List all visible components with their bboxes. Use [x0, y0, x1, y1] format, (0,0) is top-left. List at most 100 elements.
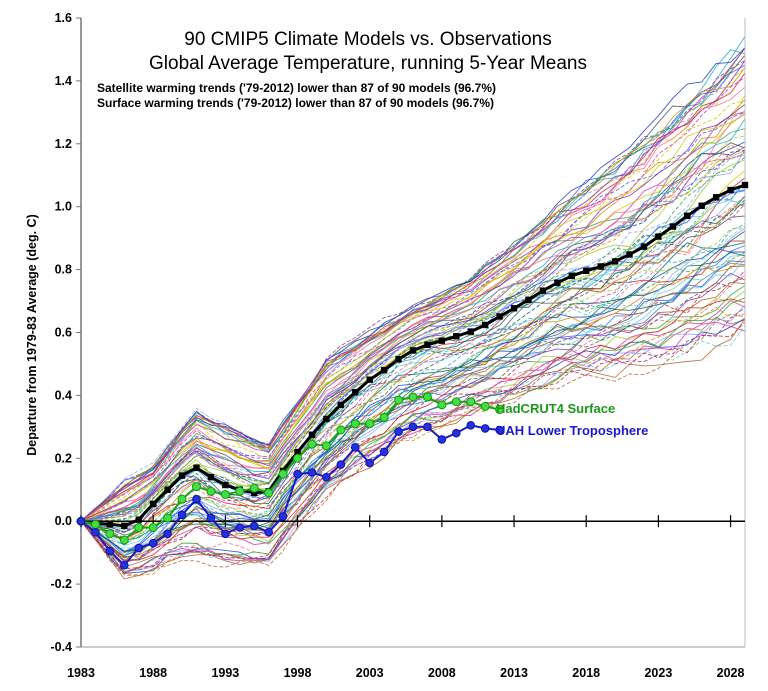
model-line — [80, 200, 746, 530]
hadcrut4-point — [119, 535, 129, 545]
model-line — [80, 154, 746, 522]
model-line — [80, 48, 746, 522]
model-line — [80, 94, 746, 522]
x-tick-label: 2023 — [644, 666, 672, 680]
model-mean-point — [525, 296, 532, 303]
uah-point — [394, 427, 403, 436]
model-line — [80, 298, 746, 561]
uah-point — [408, 422, 418, 432]
model-mean-point — [149, 500, 157, 508]
model-mean-point — [337, 401, 345, 409]
hadcrut4-point — [408, 392, 418, 402]
model-mean-point — [712, 194, 720, 201]
y-tick-label: 1.2 — [55, 137, 72, 151]
model-line — [80, 226, 746, 543]
uah-point — [437, 435, 447, 444]
hadcrut4-point — [466, 397, 476, 407]
uah-point — [480, 424, 490, 433]
hadcrut4-point — [278, 469, 288, 479]
uah-point — [134, 543, 144, 553]
model-mean-point — [611, 258, 619, 265]
uah-point — [91, 527, 100, 537]
hadcrut4-point — [293, 453, 303, 463]
model-mean-point — [438, 337, 446, 344]
model-line — [80, 203, 746, 532]
uah-point — [452, 428, 461, 438]
model-mean-point — [684, 212, 691, 220]
model-mean-point — [727, 186, 734, 194]
model-line — [80, 321, 746, 574]
model-mean-point — [323, 415, 330, 423]
y-tick-label: 1.6 — [55, 11, 72, 25]
chart-title: 90 CMIP5 Climate Models vs. Observations — [184, 29, 551, 50]
uah-point — [249, 521, 259, 531]
model-mean-point — [395, 356, 402, 363]
model-mean-point — [164, 486, 171, 493]
model-mean-point — [496, 313, 503, 320]
x-tick-label: 1998 — [284, 666, 312, 680]
hadcrut4-point — [350, 419, 360, 429]
model-line — [80, 149, 746, 522]
model-line — [80, 104, 746, 522]
uah-point — [120, 560, 129, 570]
hadcrut4-point — [379, 412, 389, 422]
hadcrut4-point — [206, 486, 216, 496]
model-mean-point — [366, 376, 373, 383]
y-tick-label: 0.0 — [55, 514, 72, 528]
model-line — [80, 240, 746, 540]
model-line — [80, 299, 746, 562]
uah-point — [221, 529, 230, 539]
uah-point — [466, 420, 476, 430]
hadcrut4-point — [163, 513, 173, 523]
model-mean-point — [655, 233, 662, 240]
hadcrut4-point — [220, 489, 230, 499]
model-mean-point — [453, 333, 460, 340]
uah-point — [163, 529, 172, 539]
legend-label-uah: UAH Lower Troposphere — [496, 423, 648, 438]
model-mean-point — [135, 516, 142, 523]
model-line — [80, 111, 746, 522]
uah-point — [322, 472, 331, 482]
model-line — [80, 230, 746, 552]
model-line — [80, 67, 746, 522]
model-mean-point — [222, 481, 229, 489]
observation-series — [76, 181, 749, 570]
model-mean-point — [207, 473, 215, 481]
model-mean-point — [178, 472, 186, 479]
hadcrut4-point — [148, 522, 158, 532]
model-mean-point — [193, 464, 200, 471]
model-mean-point — [467, 328, 474, 335]
x-tick-label: 1983 — [67, 666, 95, 680]
uah-point — [307, 468, 317, 477]
uah-point — [148, 538, 158, 548]
x-tick-label: 1993 — [211, 666, 239, 680]
uah-point — [293, 469, 302, 479]
model-mean-point — [308, 431, 316, 438]
model-line — [80, 55, 746, 522]
model-mean-point — [106, 521, 114, 528]
model-line — [80, 113, 746, 522]
x-tick-label: 1988 — [139, 666, 167, 680]
y-tick-label: 0.6 — [55, 326, 72, 340]
model-line — [80, 313, 746, 577]
model-mean-point — [380, 367, 388, 374]
model-mean-point — [481, 321, 489, 329]
model-line — [80, 154, 746, 522]
uah-point — [350, 442, 360, 452]
model-mean-point — [121, 522, 128, 530]
model-line — [80, 260, 746, 553]
uah-point — [235, 523, 245, 532]
y-tick-label: -0.2 — [50, 577, 72, 591]
model-line — [80, 118, 746, 522]
model-mean-point — [669, 223, 677, 230]
model-line — [80, 47, 746, 522]
y-tick-label: 0.2 — [55, 451, 72, 465]
y-tick-label: -0.4 — [50, 640, 72, 654]
legend-label-hadcrut4: HadCRUT4 Surface — [496, 401, 615, 416]
model-mean-point — [510, 305, 518, 312]
model-line — [80, 202, 746, 543]
uah-point — [264, 527, 273, 537]
model-line — [80, 150, 746, 522]
hadcrut4-point — [365, 419, 375, 429]
uah-point — [76, 516, 86, 526]
